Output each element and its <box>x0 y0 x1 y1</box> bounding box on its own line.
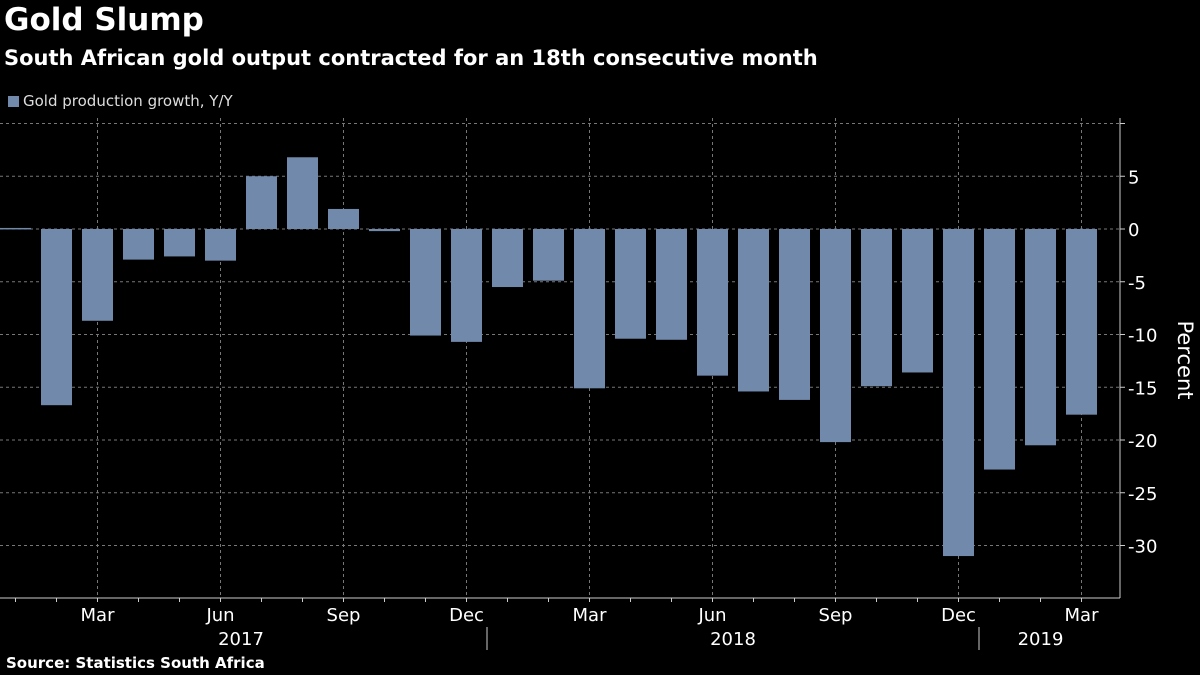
bar <box>492 229 523 288</box>
bar <box>287 157 318 229</box>
x-year-label: 2018 <box>710 629 756 650</box>
bar <box>164 229 195 257</box>
bar <box>984 229 1015 470</box>
bar <box>533 229 564 281</box>
bar <box>1066 229 1097 415</box>
x-tick-label: Mar <box>81 605 116 626</box>
bar <box>0 227 31 230</box>
bar <box>451 229 482 342</box>
bar <box>1025 229 1056 446</box>
bar <box>369 229 400 232</box>
bar <box>656 229 687 340</box>
x-tick-label: Jun <box>697 605 726 626</box>
y-axis-label: Percent <box>1173 320 1197 399</box>
chart-subtitle: South African gold output contracted for… <box>4 46 818 70</box>
x-tick-label: Sep <box>819 605 853 626</box>
x-tick-label: Jun <box>205 605 234 626</box>
x-year-label: 2019 <box>1018 629 1064 650</box>
y-tick-label: -25 <box>1128 484 1157 505</box>
bar <box>738 229 769 392</box>
x-tick-label: Dec <box>449 605 484 626</box>
x-year-label: 2017 <box>218 629 264 650</box>
legend: Gold production growth, Y/Y <box>8 92 233 110</box>
bar <box>246 176 277 229</box>
bar <box>41 229 72 406</box>
bar <box>779 229 810 400</box>
bar <box>820 229 851 443</box>
legend-swatch <box>8 95 19 107</box>
y-tick-label: 0 <box>1128 220 1139 241</box>
bar <box>123 229 154 260</box>
bar <box>410 229 441 336</box>
y-tick-label: -10 <box>1128 326 1157 347</box>
bar <box>943 229 974 557</box>
legend-label: Gold production growth, Y/Y <box>23 92 233 110</box>
x-tick-label: Mar <box>573 605 608 626</box>
x-tick-label: Sep <box>327 605 361 626</box>
y-tick-label: -20 <box>1128 431 1157 452</box>
y-tick-label: 5 <box>1128 167 1139 188</box>
y-tick-label: -15 <box>1128 378 1157 399</box>
y-tick-label: -30 <box>1128 537 1157 558</box>
y-tick-label: -5 <box>1128 273 1146 294</box>
bar <box>697 229 728 376</box>
bar <box>574 229 605 389</box>
bar <box>861 229 892 387</box>
x-tick-label: Dec <box>941 605 976 626</box>
bar <box>82 229 113 321</box>
bar <box>615 229 646 339</box>
chart-title: Gold Slump <box>4 2 204 38</box>
x-tick-label: Mar <box>1065 605 1100 626</box>
bar <box>902 229 933 373</box>
bar <box>205 229 236 261</box>
source-note: Source: Statistics South Africa <box>6 654 265 672</box>
bar <box>328 208 359 229</box>
